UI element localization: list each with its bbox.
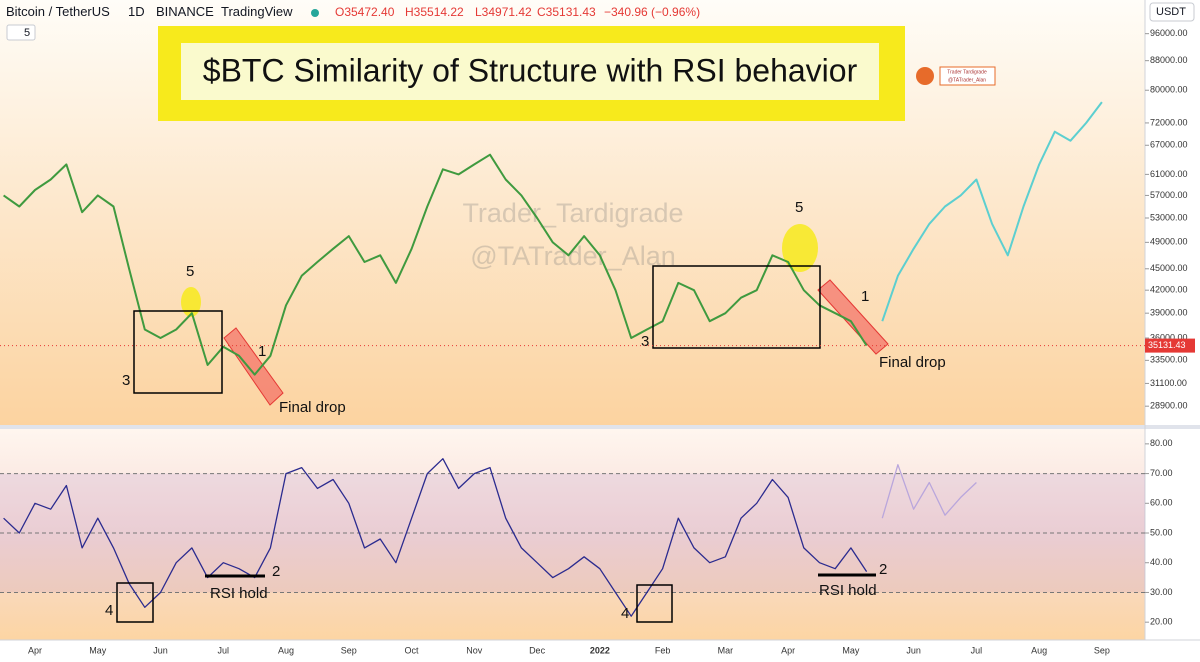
series-line bbox=[881, 464, 977, 519]
y2-tick-label: 40.00 bbox=[1150, 557, 1173, 567]
x-tick-label: Sep bbox=[341, 645, 357, 655]
rsi-label: 4 bbox=[621, 605, 629, 622]
rsi-band-group bbox=[0, 473, 1145, 593]
x-tick-label: Feb bbox=[655, 645, 671, 655]
drop-channel bbox=[223, 327, 284, 406]
symbol: Bitcoin / TetherUS bbox=[6, 4, 110, 19]
x-tick-label: Apr bbox=[781, 645, 795, 655]
indicator[interactable]: 5 bbox=[24, 27, 30, 39]
logo-text: Trader Tardigrade bbox=[947, 69, 987, 75]
x-tick-label: May bbox=[89, 645, 107, 655]
y2-tick-label: 70.00 bbox=[1150, 468, 1173, 478]
open: O35472.40 bbox=[335, 5, 395, 19]
rsi-label: RSI hold bbox=[210, 585, 268, 602]
indicator-box[interactable] bbox=[6, 24, 36, 41]
y-tick-label: 28900.00 bbox=[1150, 401, 1188, 411]
x-tick-label: Mar bbox=[718, 645, 734, 655]
y-tick-label: 57000.00 bbox=[1150, 190, 1188, 200]
close: C35131.43 bbox=[537, 5, 596, 19]
rsi-label: 4 bbox=[105, 602, 113, 619]
y2-tick-label: 30.00 bbox=[1150, 587, 1173, 597]
x-tick-label: Jun bbox=[906, 645, 921, 655]
chart-title: $BTC Similarity of Structure with RSI be… bbox=[203, 52, 858, 88]
title-inner bbox=[181, 43, 879, 100]
x-tick-label: Oct bbox=[405, 645, 420, 655]
watermark: @TATrader_Alan bbox=[470, 241, 675, 271]
y-tick-label: 39000.00 bbox=[1150, 308, 1188, 318]
pane-separator bbox=[0, 425, 1200, 429]
wave-label: 3 bbox=[122, 372, 130, 389]
y-tick-label: 72000.00 bbox=[1150, 117, 1188, 127]
wave-label: 5 bbox=[186, 263, 194, 280]
highlight bbox=[181, 287, 201, 317]
y-tick-label: 36000.00 bbox=[1150, 332, 1188, 342]
y2-tick-label: 50.00 bbox=[1150, 527, 1173, 537]
rsi-label: RSI hold bbox=[819, 582, 877, 599]
status-dot bbox=[311, 9, 319, 17]
rsi-box bbox=[116, 582, 154, 623]
y-tick-label: 49000.00 bbox=[1150, 237, 1188, 247]
currency[interactable]: USDT bbox=[1156, 6, 1186, 18]
series-line bbox=[881, 101, 1103, 322]
drop-label: Final drop bbox=[279, 399, 346, 416]
y-tick-label: 96000.00 bbox=[1150, 28, 1188, 38]
wave-label: 3 bbox=[641, 333, 649, 350]
x-tick-label: 2022 bbox=[590, 645, 610, 655]
last-value-box bbox=[1145, 338, 1195, 353]
y-tick-label: 33500.00 bbox=[1150, 355, 1188, 365]
source: TradingView bbox=[221, 4, 293, 19]
y-tick-label: 61000.00 bbox=[1150, 169, 1188, 179]
y-tick-label: 45000.00 bbox=[1150, 263, 1188, 273]
structure-box bbox=[133, 310, 223, 394]
series-line bbox=[3, 153, 868, 376]
x-tick-label: Apr bbox=[28, 645, 42, 655]
x-tick-label: May bbox=[842, 645, 860, 655]
y-tick-label: 80000.00 bbox=[1150, 85, 1188, 95]
marks bbox=[3, 101, 1103, 617]
x-tick-label: Aug bbox=[278, 645, 294, 655]
structure-box bbox=[652, 265, 821, 349]
x-tick-label: Jun bbox=[153, 645, 168, 655]
x-tick-label: Jul bbox=[971, 645, 983, 655]
y2-tick-label: 20.00 bbox=[1150, 617, 1173, 627]
series-line bbox=[3, 458, 868, 617]
y-tick-label: 42000.00 bbox=[1150, 285, 1188, 295]
watermark: Trader_Tardigrade bbox=[462, 198, 683, 228]
y-tick-label: 88000.00 bbox=[1150, 55, 1188, 65]
wave-label: 5 bbox=[795, 199, 803, 216]
wave-label: 1 bbox=[861, 288, 869, 305]
x-tick-label: Dec bbox=[529, 645, 546, 655]
y-tick-label: 31100.00 bbox=[1150, 378, 1187, 388]
ohlc: O35472.40 H35514.22 L34971.42 C35131.43 … bbox=[335, 5, 700, 19]
highlight bbox=[782, 224, 818, 272]
last-value-label: 35131.43 bbox=[1148, 340, 1186, 350]
exchange: BINANCE bbox=[156, 4, 214, 19]
wave-label: 1 bbox=[258, 343, 266, 360]
logo-box bbox=[939, 66, 996, 86]
drop-label: Final drop bbox=[879, 354, 946, 371]
rsi-label: 2 bbox=[879, 561, 887, 578]
x-tick-label: Nov bbox=[466, 645, 483, 655]
high: H35514.22 bbox=[405, 5, 464, 19]
logo-icon bbox=[916, 67, 934, 85]
low: L34971.42 bbox=[475, 5, 532, 19]
y-tick-label: 53000.00 bbox=[1150, 212, 1188, 222]
rsi-box bbox=[636, 584, 673, 623]
y2-tick-label: 80.00 bbox=[1150, 438, 1173, 448]
x-tick-label: Jul bbox=[218, 645, 230, 655]
logo-text: @TATrader_Alan bbox=[948, 77, 986, 83]
x-tick-label: Sep bbox=[1094, 645, 1110, 655]
y2-tick-label: 60.00 bbox=[1150, 498, 1173, 508]
currency-box[interactable] bbox=[1149, 2, 1195, 22]
x-tick-label: Aug bbox=[1031, 645, 1047, 655]
rsi-label: 2 bbox=[272, 563, 280, 580]
rsi-pane bbox=[0, 429, 1145, 640]
interval: 1D bbox=[128, 4, 145, 19]
change: −340.96 (−0.96%) bbox=[604, 5, 700, 19]
y-tick-label: 67000.00 bbox=[1150, 140, 1188, 150]
header: Bitcoin / TetherUS 1D BINANCE TradingVie… bbox=[6, 4, 293, 19]
drop-channel bbox=[817, 279, 889, 355]
